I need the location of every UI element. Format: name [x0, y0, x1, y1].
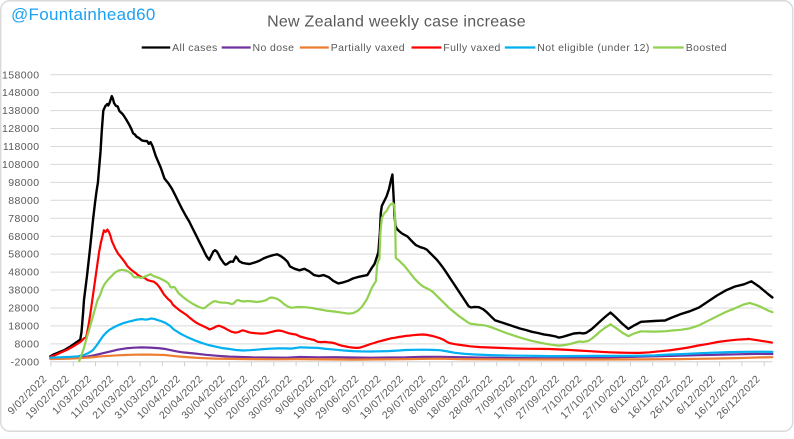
svg-text:Boosted: Boosted	[686, 42, 727, 54]
svg-text:-2000: -2000	[11, 356, 40, 368]
svg-text:158000: 158000	[2, 69, 39, 81]
svg-text:88000: 88000	[8, 195, 39, 207]
svg-text:48000: 48000	[8, 267, 39, 279]
svg-text:28000: 28000	[8, 303, 39, 315]
svg-text:8000: 8000	[15, 339, 40, 351]
svg-text:@Fountainhead60: @Fountainhead60	[11, 5, 156, 24]
svg-text:78000: 78000	[8, 213, 39, 225]
svg-text:38000: 38000	[8, 285, 39, 297]
svg-text:148000: 148000	[2, 87, 39, 99]
svg-text:Partially vaxed: Partially vaxed	[331, 42, 405, 54]
svg-text:138000: 138000	[2, 105, 39, 117]
svg-text:Fully vaxed: Fully vaxed	[443, 42, 501, 54]
svg-text:New Zealand weekly case increa: New Zealand weekly case increase	[267, 14, 526, 31]
svg-text:Not eligible (under 12): Not eligible (under 12)	[537, 42, 650, 54]
svg-text:68000: 68000	[8, 231, 39, 243]
svg-text:98000: 98000	[8, 177, 39, 189]
svg-text:128000: 128000	[2, 123, 39, 135]
svg-text:No dose: No dose	[253, 42, 295, 54]
svg-text:All cases: All cases	[172, 42, 218, 54]
svg-text:18000: 18000	[8, 321, 39, 333]
svg-text:58000: 58000	[8, 249, 39, 261]
svg-text:118000: 118000	[3, 141, 40, 153]
svg-text:108000: 108000	[2, 159, 39, 171]
